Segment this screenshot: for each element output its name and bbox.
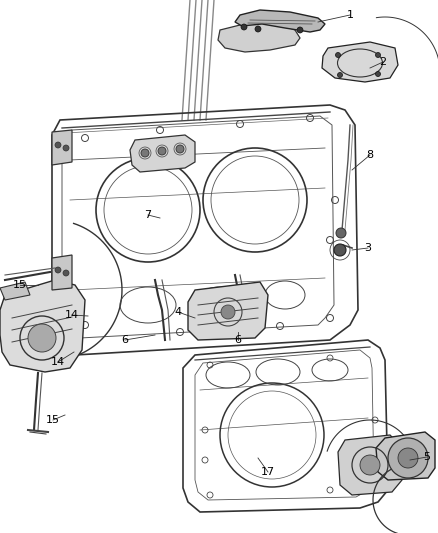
Polygon shape xyxy=(376,432,435,480)
Text: 6: 6 xyxy=(121,335,128,345)
Circle shape xyxy=(338,72,343,77)
Text: 2: 2 xyxy=(379,57,387,67)
Circle shape xyxy=(388,438,428,478)
Text: 1: 1 xyxy=(346,10,353,20)
Circle shape xyxy=(297,27,303,33)
Circle shape xyxy=(158,147,166,155)
Circle shape xyxy=(241,24,247,30)
Polygon shape xyxy=(235,10,325,32)
Text: 6: 6 xyxy=(234,335,241,345)
Circle shape xyxy=(375,71,381,77)
Text: 3: 3 xyxy=(364,243,371,253)
Polygon shape xyxy=(0,282,30,300)
Text: 5: 5 xyxy=(424,452,431,462)
Text: 7: 7 xyxy=(145,210,152,220)
Circle shape xyxy=(141,149,149,157)
Circle shape xyxy=(360,455,380,475)
Polygon shape xyxy=(188,282,268,340)
Circle shape xyxy=(336,228,346,238)
Text: 17: 17 xyxy=(261,467,275,477)
Text: 8: 8 xyxy=(367,150,374,160)
Text: 14: 14 xyxy=(51,357,65,367)
Circle shape xyxy=(176,145,184,153)
Polygon shape xyxy=(130,135,195,172)
Text: 14: 14 xyxy=(65,310,79,320)
Circle shape xyxy=(375,52,381,58)
Polygon shape xyxy=(52,130,72,165)
Text: 15: 15 xyxy=(46,415,60,425)
Polygon shape xyxy=(0,280,85,372)
Circle shape xyxy=(28,324,56,352)
Circle shape xyxy=(334,244,346,256)
Polygon shape xyxy=(338,435,402,495)
Circle shape xyxy=(63,145,69,151)
Text: 15: 15 xyxy=(13,280,27,290)
Circle shape xyxy=(55,267,61,273)
Circle shape xyxy=(63,270,69,276)
Text: 4: 4 xyxy=(174,307,182,317)
Polygon shape xyxy=(218,22,300,52)
Polygon shape xyxy=(52,255,72,290)
Circle shape xyxy=(55,142,61,148)
Circle shape xyxy=(221,305,235,319)
Circle shape xyxy=(255,26,261,32)
Circle shape xyxy=(336,52,340,58)
Polygon shape xyxy=(322,42,398,82)
Circle shape xyxy=(398,448,418,468)
